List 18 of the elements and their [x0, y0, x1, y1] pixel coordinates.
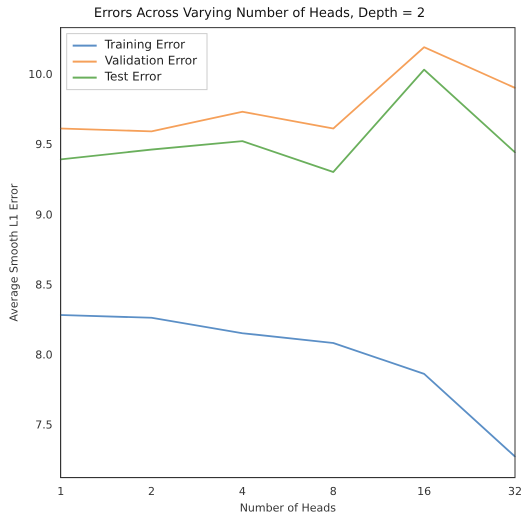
x-tick-label: 2 [148, 485, 156, 498]
y-tick-label: 9.0 [35, 208, 53, 222]
y-tick-label: 7.5 [35, 418, 53, 432]
x-tick-label: 32 [508, 485, 522, 498]
x-axis-title: Number of Heads [240, 501, 336, 514]
legend-label: Test Error [104, 70, 162, 84]
chart-title: Errors Across Varying Number of Heads, Depth = 2 [94, 6, 426, 22]
legend-label: Validation Error [104, 54, 198, 68]
legend-label: Training Error [104, 38, 186, 52]
y-tick-label: 10.0 [28, 68, 53, 82]
x-tick-label: 8 [330, 485, 337, 498]
x-tick-label: 4 [238, 485, 246, 498]
y-tick-label: 9.5 [35, 138, 53, 152]
x-tick-label: 16 [417, 485, 432, 498]
y-axis-title: Average Smooth L1 Error [7, 183, 20, 322]
y-tick-label: 8.0 [35, 348, 53, 362]
x-tick-label: 1 [57, 485, 64, 498]
y-tick-label: 8.5 [35, 278, 53, 292]
